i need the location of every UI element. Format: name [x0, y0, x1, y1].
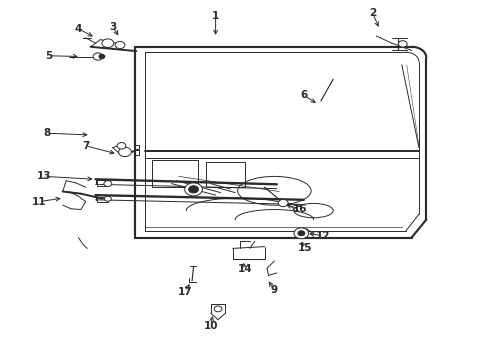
Text: 10: 10 [203, 321, 218, 331]
Text: 8: 8 [43, 128, 50, 138]
Text: 15: 15 [298, 243, 313, 253]
Circle shape [214, 306, 222, 312]
Bar [97, 180, 108, 186]
Text: 11: 11 [32, 197, 47, 207]
Circle shape [398, 41, 407, 47]
Text: 3: 3 [109, 22, 116, 32]
Text: 12: 12 [316, 231, 331, 241]
Text: 4: 4 [74, 24, 82, 34]
Circle shape [99, 54, 105, 59]
Text: 9: 9 [271, 285, 278, 295]
Bar [134, 150, 139, 155]
Circle shape [119, 147, 131, 157]
Bar [206, 162, 245, 187]
Circle shape [185, 183, 202, 196]
Text: 13: 13 [37, 171, 51, 181]
Circle shape [93, 53, 103, 60]
Text: 6: 6 [300, 90, 307, 100]
Circle shape [294, 228, 309, 239]
Circle shape [189, 186, 198, 193]
Circle shape [104, 196, 111, 201]
Text: 14: 14 [238, 264, 252, 274]
Circle shape [278, 199, 288, 207]
Circle shape [104, 181, 112, 186]
Bar [134, 145, 139, 149]
Bar [97, 197, 108, 202]
Text: 1: 1 [212, 11, 219, 21]
Circle shape [117, 143, 126, 149]
Text: 17: 17 [178, 287, 193, 297]
Circle shape [298, 231, 305, 236]
Text: 2: 2 [369, 8, 376, 18]
Circle shape [102, 39, 114, 48]
Text: 7: 7 [82, 141, 90, 151]
Text: 5: 5 [46, 51, 52, 61]
Text: 16: 16 [293, 204, 307, 214]
Circle shape [115, 41, 125, 49]
Bar [152, 160, 198, 187]
